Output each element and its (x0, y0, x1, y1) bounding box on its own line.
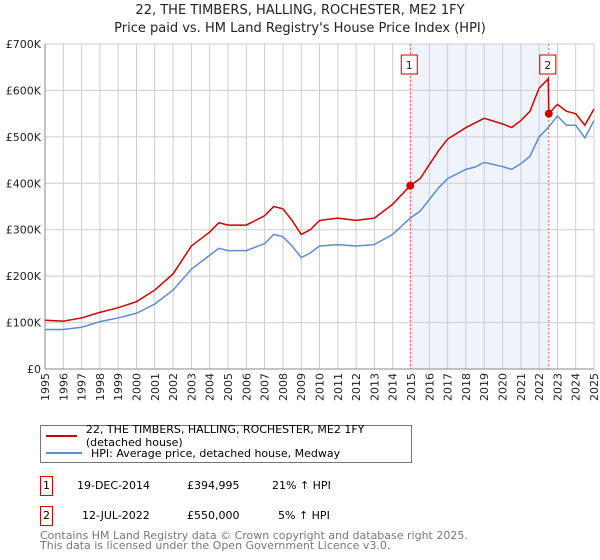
x-tick-label: 2018 (460, 373, 473, 401)
x-tick-label: 2001 (149, 373, 162, 401)
x-tick-label: 2002 (167, 373, 180, 401)
annotation-label: 1 (406, 59, 413, 72)
y-tick-label: £500K (6, 131, 42, 144)
sale-point (406, 181, 415, 190)
x-tick-label: 2012 (350, 373, 363, 401)
price-chart: 1995 1996 1997 1998 1999 2000 2001 2002 2003 2004… (6, 38, 600, 401)
y-tick-label: £100K (6, 317, 42, 330)
chart-title: 22, THE TIMBERS, HALLING, ROCHESTER, ME2… (135, 3, 465, 18)
transaction-date: 19-DEC-2014 (77, 479, 151, 492)
x-tick-label: 2023 (551, 373, 564, 401)
footer: Contains HM Land Registry data © Crown c… (40, 529, 468, 552)
price-paid-line (44, 77, 595, 322)
transaction-row: 1 19-DEC-2014 £394,995 21% ↑ HPI (40, 476, 440, 496)
x-tick-label: 1999 (112, 373, 125, 401)
y-tick-label: £700K (6, 38, 42, 51)
legend-label: HPI: Average price, detached house, Medw… (91, 446, 341, 460)
transaction-price: £394,995 (187, 479, 240, 492)
x-tick-label: 2024 (570, 373, 583, 401)
legend-item-hpi: HPI: Average price, detached house, Medw… (46, 446, 340, 460)
annotation-label: 2 (544, 59, 551, 72)
y-tick-label: £300K (6, 224, 42, 237)
transaction-hpi: 21% ↑ HPI (272, 479, 331, 492)
x-tick-label: 2019 (478, 373, 491, 401)
x-tick-label: 1998 (94, 373, 107, 401)
transaction-date: 12-JUL-2022 (82, 509, 150, 522)
x-tick-label: 2013 (368, 373, 381, 401)
sale-point (544, 109, 553, 118)
annotation-box (539, 54, 557, 75)
hpi-line (45, 114, 595, 331)
transaction-price: £550,000 (187, 509, 240, 522)
transaction-hpi: 5% ↑ HPI (278, 509, 330, 522)
shaded-period (410, 44, 549, 369)
y-tick-label: £200K (6, 270, 42, 283)
y-tick-label: £400K (6, 177, 42, 190)
x-tick-label: 1996 (57, 373, 70, 401)
annotation-box (400, 54, 418, 75)
footer-line: This data is licensed under the Open Gov… (40, 539, 391, 552)
x-tick-label: 2009 (295, 373, 308, 401)
y-tick-label: £600K (6, 84, 42, 97)
x-tick-label: 1997 (76, 373, 89, 401)
transaction-badge: 1 (40, 476, 53, 496)
chart-subtitle: Price paid vs. HM Land Registry's House … (114, 21, 486, 36)
x-tick-label: 2020 (497, 373, 510, 401)
x-tick-label: 2015 (405, 373, 418, 401)
x-tick-label: 2003 (185, 373, 198, 401)
x-tick-label: 2014 (387, 373, 400, 401)
legend-label: 22, THE TIMBERS, HALLING, ROCHESTER, ME2… (85, 423, 365, 449)
x-tick-label: 2006 (240, 373, 253, 401)
x-tick-label: 2016 (423, 373, 436, 401)
x-tick-label: 2004 (204, 373, 217, 401)
x-tick-label: 2008 (277, 373, 290, 401)
legend-swatch-blue (46, 452, 82, 454)
x-tick-label: 2017 (442, 373, 455, 401)
x-tick-label: 2010 (314, 373, 327, 401)
x-tick-label: 2005 (222, 373, 235, 401)
legend-item-property: 22, THE TIMBERS, HALLING, ROCHESTER, ME2… (46, 423, 411, 449)
transaction-row: 2 12-JUL-2022 £550,000 5% ↑ HPI (40, 506, 440, 526)
legend: 22, THE TIMBERS, HALLING, ROCHESTER, ME2… (40, 423, 412, 463)
x-tick-label: 1995 (39, 373, 52, 401)
x-tick-label: 2000 (131, 373, 144, 401)
legend-swatch-red (46, 435, 77, 437)
footer-line: Contains HM Land Registry data © Crown c… (40, 529, 468, 542)
x-tick-label: 2022 (533, 373, 546, 401)
x-tick-label: 2007 (259, 373, 272, 401)
x-tick-label: 2011 (332, 373, 345, 401)
transaction-badge: 2 (40, 506, 53, 526)
y-tick-label: £0 (27, 363, 41, 376)
x-tick-label: 2021 (515, 373, 528, 401)
x-tick-label: 2025 (588, 373, 600, 401)
